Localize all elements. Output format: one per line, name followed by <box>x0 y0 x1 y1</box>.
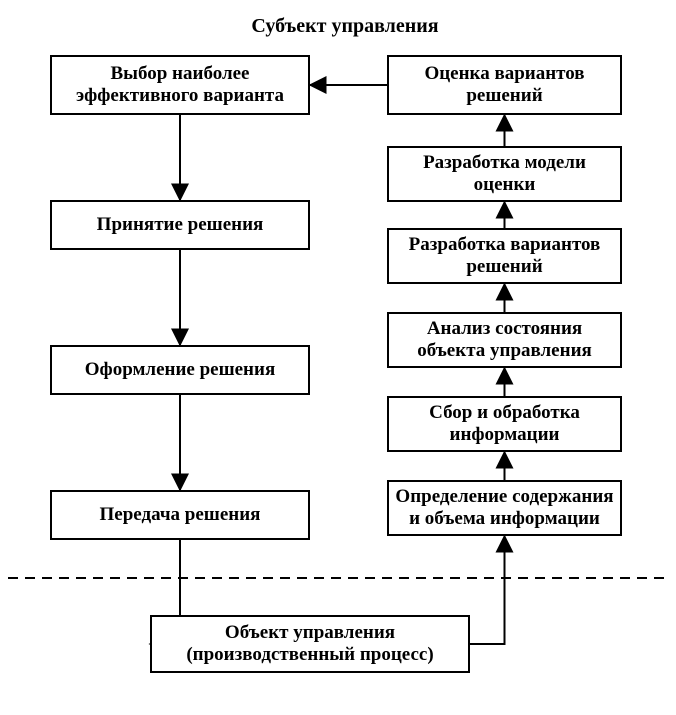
node-define: Определение содержанияи объема информаци… <box>387 480 622 536</box>
node-accept: Принятие решения <box>50 200 310 250</box>
node-collect: Сбор и обработкаинформации <box>387 396 622 452</box>
node-variants: Разработка вариантоврешений <box>387 228 622 284</box>
node-eval: Оценка вариантоврешений <box>387 55 622 115</box>
node-analysis: Анализ состоянияобъекта управления <box>387 312 622 368</box>
node-model: Разработка моделиоценки <box>387 146 622 202</box>
diagram-stage: Субъект управления Выбор наиболееэффекти… <box>0 0 676 715</box>
node-object: Объект управления(производственный проце… <box>150 615 470 673</box>
node-select: Выбор наиболееэффективного варианта <box>50 55 310 115</box>
diagram-heading: Субъект управления <box>235 15 455 38</box>
node-transfer: Передача решения <box>50 490 310 540</box>
edge <box>470 536 505 644</box>
node-format: Оформление решения <box>50 345 310 395</box>
